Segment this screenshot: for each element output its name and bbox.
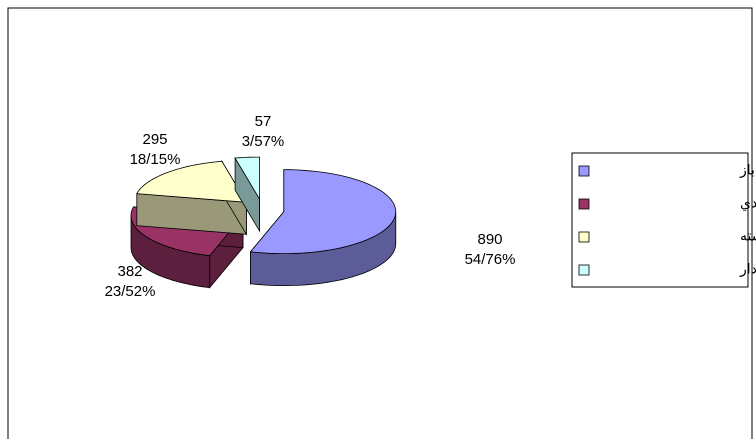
percent-label: 23/52% bbox=[105, 283, 156, 300]
value-label: 57 bbox=[255, 113, 272, 130]
legend-swatch bbox=[578, 165, 590, 177]
slice bbox=[136, 159, 248, 236]
slice-top bbox=[136, 160, 248, 203]
legend-label: ظروف دهانه باز bbox=[739, 162, 756, 179]
legend-label: ظروف با دهانه عمودي bbox=[740, 195, 756, 212]
legend: ظروف دهانه باز ظروف با دهانه عمودي ظروف با… bbox=[571, 152, 756, 288]
slice bbox=[249, 169, 397, 286]
slice-top bbox=[234, 156, 260, 201]
legend-swatch bbox=[578, 198, 590, 210]
legend-box bbox=[571, 152, 749, 288]
legend-swatch bbox=[578, 231, 590, 243]
slice bbox=[234, 156, 260, 233]
legend-label: ظروف گردن دار bbox=[739, 261, 756, 278]
value-label: 295 bbox=[142, 131, 167, 148]
legend-swatch bbox=[578, 264, 590, 276]
value-label: 382 bbox=[117, 263, 142, 280]
value-label: 890 bbox=[477, 231, 502, 248]
pie bbox=[130, 156, 397, 289]
legend-label: ظروف با دهانه بسته bbox=[740, 228, 756, 245]
slice-top bbox=[249, 169, 397, 254]
percent-label: 54/76% bbox=[465, 251, 516, 268]
percent-label: 18/15% bbox=[130, 151, 181, 168]
percent-label: 3/57% bbox=[242, 133, 285, 150]
